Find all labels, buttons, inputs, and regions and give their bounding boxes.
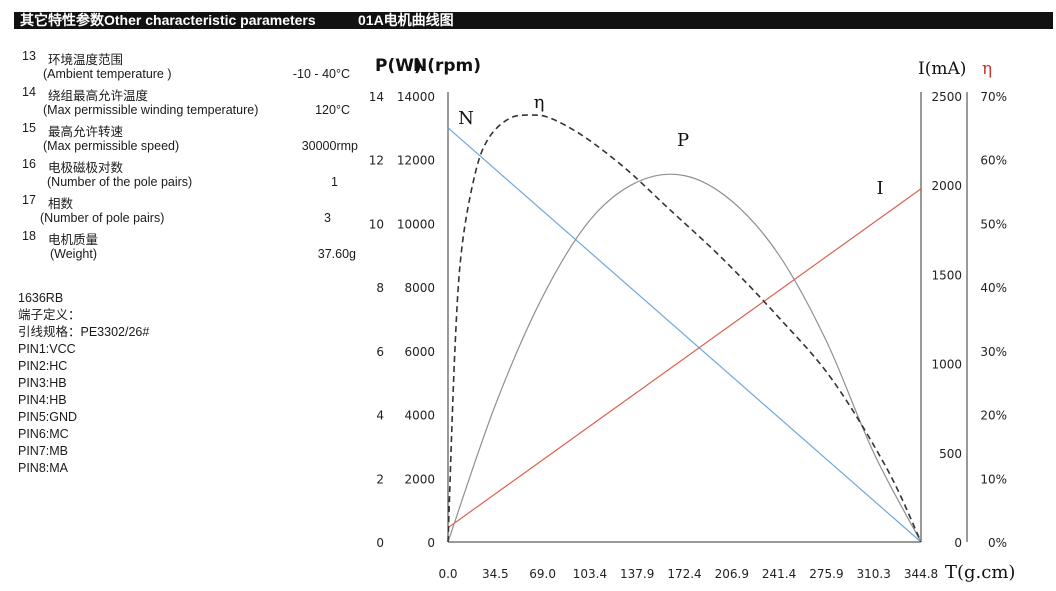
param-row: 17 相数 (Number of pole pairs) 3 [22,193,331,227]
param-number: 15 [22,121,36,135]
p-tick-label: 14 [369,90,384,104]
pin-definition-list: 1636RB 端子定义： 引线规格：PE3302/26# PIN1:VCC PIN2:… [18,290,149,477]
x-tick-label: 241.4 [762,567,796,581]
curve-label: P [677,130,689,151]
param-number: 17 [22,193,36,207]
x-tick-label: 103.4 [573,567,607,581]
param-row: 14 绕组最高允许温度 (Max permissible winding tempe… [22,85,350,119]
x-tick-label: 34.5 [482,567,509,581]
pin-line: 1636RB [18,291,64,305]
param-number: 13 [22,49,36,63]
parameters-header: 其它特性参数Other characteristic parameters [14,12,352,29]
x-tick-label: 172.4 [667,567,701,581]
i-tick-label: 2500 [931,90,962,104]
i-tick-label: 0 [954,536,962,550]
param-name-en: (Max permissible speed) [43,139,180,153]
param-name-en: (Ambient temperature ) [43,67,172,81]
eta-tick-label: 30% [980,345,1007,359]
p-tick-label: 2 [376,472,384,486]
p-tick-label: 12 [369,154,384,168]
param-row: 18 电机质量 (Weight) 37.60g [22,229,356,263]
param-name-en: (Weight) [50,247,98,261]
curve-chart-header: 01A电机曲线图 [352,12,1053,29]
param-row: 16 电极磁极对数 (Number of the pole pairs) 1 [22,157,338,191]
series-line-n [447,127,922,543]
i-tick-label: 1000 [931,358,962,372]
n-tick-label: 2000 [404,472,435,486]
eta-tick-label: 20% [980,409,1007,423]
pin-line: PIN1:VCC [18,342,76,356]
param-name-cn: 电机质量 [48,233,99,247]
x-tick-label: 206.9 [715,567,749,581]
pin-line: PIN5:GND [18,410,78,424]
pin-line: 端子定义： [18,308,81,322]
curve-label: I [876,178,883,199]
pin-line: PIN8:MA [18,461,69,475]
param-name-cn: 环境温度范围 [48,53,124,67]
p-tick-label: 10 [369,217,384,231]
p-tick-label: 4 [376,409,384,423]
x-tick-label: 275.9 [809,567,843,581]
n-axis-label: N(rpm) [413,56,481,76]
curve-label: N [458,108,474,129]
param-number: 18 [22,229,36,243]
eta-tick-label: 70% [980,90,1007,104]
n-tick-label: 0 [427,536,435,550]
param-name-cn: 电极磁极对数 [48,161,124,175]
pin-line: PIN6:MC [18,427,69,441]
eta-tick-label: 50% [980,217,1007,231]
param-number: 14 [22,85,36,99]
param-name-cn: 相数 [48,197,74,211]
param-name-en: (Number of pole pairs) [40,211,165,225]
x-tick-label: 137.9 [620,567,654,581]
param-number: 16 [22,157,36,171]
x-tick-label: 0.0 [438,567,457,581]
series-line-i [447,188,922,529]
x-axis-label: T(g.cm) [945,562,1015,583]
param-value: 30000rmp [301,139,358,153]
p-tick-label: 6 [376,345,384,359]
eta-tick-label: 60% [980,154,1007,168]
param-row: 13 环境温度范围 (Ambient temperature ) -10 - 40°C [22,49,350,83]
pin-line: PIN4:HB [18,393,67,407]
param-value: 3 [324,211,331,225]
param-name-cn: 绕组最高允许温度 [48,89,149,103]
eta-tick-label: 10% [980,472,1007,486]
n-tick-label: 4000 [404,409,435,423]
pin-line: PIN7:MB [18,444,69,458]
n-tick-label: 12000 [397,154,435,168]
pin-line: 引线规格：PE3302/26# [18,325,150,339]
p-tick-label: 8 [376,281,384,295]
pin-line: PIN2:HC [18,359,68,373]
p-axis-label: P(W) [375,56,422,76]
eta-tick-label: 0% [988,536,1007,550]
series-line-eta [447,114,922,543]
x-tick-label: 344.8 [904,567,938,581]
i-tick-label: 500 [939,447,962,461]
param-name-cn: 最高允许转速 [48,125,124,139]
param-value: 1 [331,175,338,189]
i-tick-label: 2000 [931,179,962,193]
n-tick-label: 8000 [404,281,435,295]
i-axis-label: I(mA) [918,59,966,79]
p-tick-label: 0 [376,536,384,550]
i-tick-label: 1500 [931,268,962,282]
param-name-en: (Number of the pole pairs) [47,175,193,189]
series-line-p [447,173,922,543]
x-tick-label: 69.0 [529,567,556,581]
param-value: 120°C [315,103,350,117]
curve-label: η [534,92,545,113]
n-tick-label: 10000 [397,217,435,231]
param-row: 15 最高允许转速 (Max permissible speed) 30000rmp [22,121,358,155]
x-tick-label: 310.3 [857,567,891,581]
param-name-en: (Max permissible winding temperature) [43,103,259,117]
eta-tick-label: 40% [980,281,1007,295]
param-value: 37.60g [317,247,356,261]
n-tick-label: 14000 [397,90,435,104]
pin-line: PIN3:HB [18,376,67,390]
eta-axis-label: η [982,59,992,79]
n-tick-label: 6000 [404,345,435,359]
param-value: -10 - 40°C [292,67,350,81]
